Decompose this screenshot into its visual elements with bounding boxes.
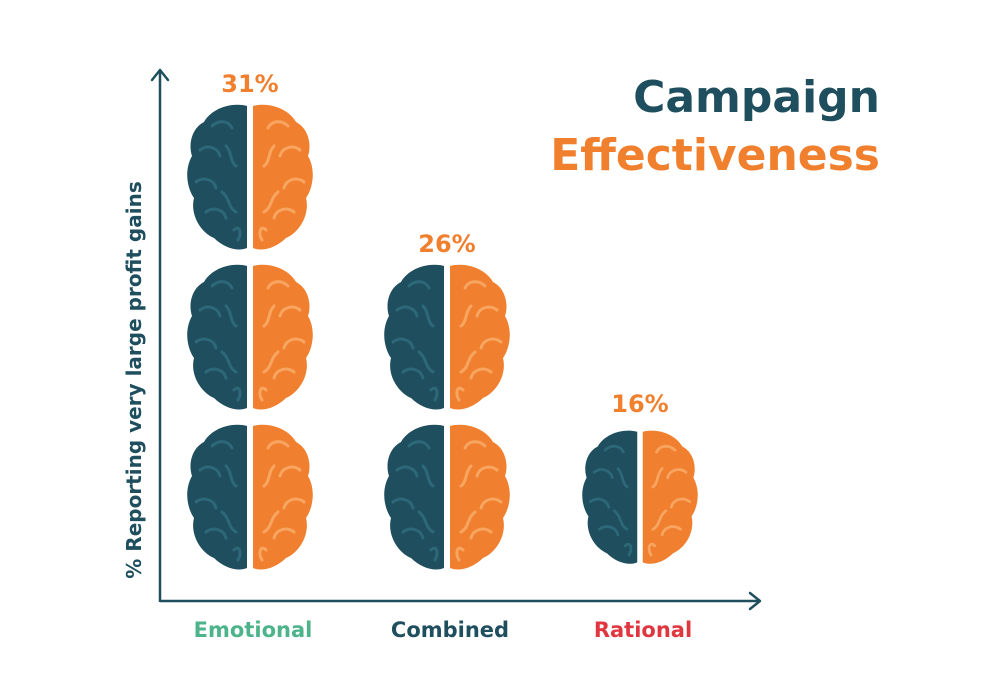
- bar-combined: [382, 263, 512, 572]
- bar-rational: [580, 429, 700, 566]
- brain-icon: [185, 423, 315, 572]
- category-label-emotional: Emotional: [194, 618, 313, 642]
- x-axis-arrow: [748, 591, 762, 611]
- y-axis-arrow: [150, 68, 170, 82]
- value-label: 16%: [611, 390, 668, 418]
- chart-marks: 31% Emotional 26% Combined 16% Rational: [185, 70, 700, 642]
- title-line-2: Effectiveness: [550, 130, 880, 181]
- category-label-combined: Combined: [391, 618, 509, 642]
- brain-icon: [382, 263, 512, 412]
- value-label: 31%: [221, 70, 278, 98]
- brain-icon: [185, 103, 315, 252]
- y-axis-label: % Reporting very large profit gains: [122, 181, 146, 578]
- brain-icon: [382, 423, 512, 572]
- axes: [150, 68, 762, 611]
- value-label: 26%: [418, 230, 475, 258]
- bar-emotional: [185, 103, 315, 572]
- category-label-rational: Rational: [594, 618, 692, 642]
- brain-icon: [185, 263, 315, 412]
- brain-icon: [580, 429, 700, 566]
- title-line-1: Campaign: [633, 72, 880, 123]
